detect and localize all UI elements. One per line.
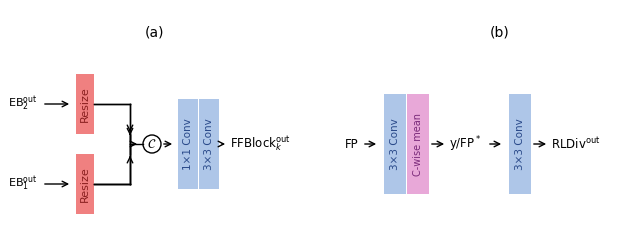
FancyBboxPatch shape <box>384 94 406 194</box>
Text: $\mathcal{C}$: $\mathcal{C}$ <box>147 138 157 150</box>
FancyBboxPatch shape <box>76 74 94 134</box>
Text: FP: FP <box>345 138 358 150</box>
Text: EB$_1^{\rm out}$: EB$_1^{\rm out}$ <box>8 175 37 193</box>
Text: Resize: Resize <box>80 166 90 202</box>
Text: 3×3 Conv: 3×3 Conv <box>204 118 214 170</box>
Text: RLDiv$^{\rm out}$: RLDiv$^{\rm out}$ <box>551 136 600 152</box>
Text: EB$_2^{\rm out}$: EB$_2^{\rm out}$ <box>8 95 37 113</box>
Text: y/FP$^*$: y/FP$^*$ <box>449 134 481 154</box>
Text: FFBlock$_k^{\rm out}$: FFBlock$_k^{\rm out}$ <box>230 134 291 153</box>
FancyBboxPatch shape <box>76 154 94 214</box>
Text: 3×3 Conv: 3×3 Conv <box>390 118 400 170</box>
FancyBboxPatch shape <box>199 99 219 189</box>
Text: 1×1 Conv: 1×1 Conv <box>183 118 193 170</box>
Text: Resize: Resize <box>80 86 90 122</box>
FancyBboxPatch shape <box>407 94 429 194</box>
FancyBboxPatch shape <box>509 94 531 194</box>
Text: (b): (b) <box>490 25 510 39</box>
Text: (a): (a) <box>145 25 164 39</box>
Text: C-wise mean: C-wise mean <box>413 112 423 175</box>
Text: 3×3 Conv: 3×3 Conv <box>515 118 525 170</box>
FancyBboxPatch shape <box>178 99 198 189</box>
